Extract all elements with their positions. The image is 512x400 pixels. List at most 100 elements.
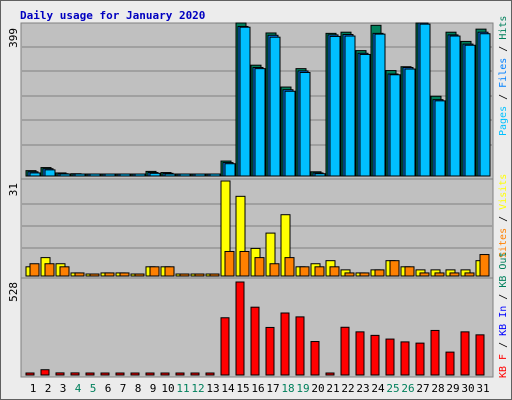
bar-kb-f-day-4 (70, 372, 80, 376)
bar-pages-day-1 (29, 172, 41, 177)
bar-pages-day-4 (74, 173, 86, 177)
bar-kb-f-day-3 (55, 372, 65, 376)
bar-kb-f-day-9 (145, 372, 155, 376)
bar-kb-f-day-11 (175, 372, 185, 376)
x-tick-label: 29 (446, 382, 459, 395)
bar-pages-day-28 (434, 100, 446, 177)
bar-sites-day-7 (119, 272, 130, 277)
bar-pages-day-15 (239, 26, 251, 177)
bar-pages-day-27 (419, 23, 431, 177)
bar-kb-f-day-2 (40, 369, 50, 376)
bar-pages-day-17 (269, 36, 281, 177)
bar-sites-day-20 (314, 266, 325, 277)
bar-sites-day-21 (329, 266, 340, 277)
bar-kb-f-day-29 (445, 351, 455, 376)
bar-sites-day-26 (404, 266, 415, 277)
bar-pages-day-30 (464, 44, 476, 177)
bar-kb-f-day-10 (160, 372, 170, 376)
bar-sites-day-18 (284, 257, 295, 277)
x-tick-label: 6 (105, 382, 112, 395)
bar-pages-day-13 (209, 173, 221, 177)
bar-sites-day-19 (299, 266, 310, 277)
bar-sites-day-17 (269, 263, 280, 277)
bar-sites-day-13 (209, 273, 220, 277)
bar-sites-day-23 (359, 272, 370, 277)
bar-sites-day-8 (134, 273, 145, 277)
legend-kb-f: KB F (498, 354, 509, 378)
x-tick-label: 18 (281, 382, 294, 395)
legend-sep: / (498, 210, 509, 228)
bar-pages-day-21 (329, 35, 341, 177)
x-tick-label: 30 (461, 382, 474, 395)
bar-pages-day-20 (314, 173, 326, 177)
bar-pages-day-10 (164, 173, 176, 177)
bar-kb-f-day-24 (370, 334, 380, 376)
bar-sites-day-31 (479, 254, 490, 277)
bottom-y-max-label: 528 (7, 282, 20, 302)
legend-hits: Hits (498, 16, 509, 40)
x-tick-label: 3 (60, 382, 67, 395)
x-tick-label: 2 (45, 382, 52, 395)
bar-sites-day-30 (464, 272, 475, 277)
legend-sep: / (498, 40, 509, 58)
x-tick-label: 24 (371, 382, 385, 395)
top-legend: Pages / Files / Hits (498, 16, 509, 136)
legend-files: Files (498, 58, 509, 88)
bar-pages-day-12 (194, 173, 206, 177)
x-tick-label: 10 (161, 382, 174, 395)
bar-sites-day-25 (389, 260, 400, 277)
legend-kb-in: KB In (498, 306, 509, 336)
bar-kb-f-day-1 (25, 372, 35, 376)
bar-sites-day-28 (434, 272, 445, 277)
bar-kb-f-day-22 (340, 326, 350, 376)
x-tick-label: 14 (221, 382, 235, 395)
bar-kb-f-day-15 (235, 281, 245, 376)
x-tick-label: 9 (150, 382, 157, 395)
legend-sep: / (498, 88, 509, 106)
x-axis-labels: 1 2 3 4 5 6 7 8 9 10 11 12 13 14 15 16 17 18 19 20 21 22 23 24 2… (30, 382, 490, 395)
legend-kb-out: KB Out (498, 252, 509, 288)
bar-pages-day-16 (254, 68, 266, 177)
x-tick-label: 31 (476, 382, 489, 395)
x-tick-label: 26 (401, 382, 414, 395)
bar-pages-day-23 (359, 53, 371, 177)
bar-sites-day-11 (179, 273, 190, 277)
bar-kb-f-day-16 (250, 306, 260, 376)
x-tick-label: 1 (30, 382, 37, 395)
bar-sites-day-22 (344, 272, 355, 277)
bottom-legend: KB F / KB In / KB Out (498, 252, 509, 378)
bar-kb-f-day-17 (265, 326, 275, 376)
legend-pages: Pages (498, 106, 509, 136)
bar-sites-day-29 (449, 272, 460, 277)
x-tick-label: 16 (251, 382, 264, 395)
bar-kb-f-day-13 (205, 372, 215, 376)
bar-kb-f-day-19 (295, 316, 305, 376)
bar-sites-day-24 (374, 269, 385, 277)
legend-sep: / (498, 288, 509, 306)
bar-pages-day-19 (299, 71, 311, 177)
legend-visits: Visits (498, 174, 509, 210)
bar-pages-day-18 (284, 90, 296, 177)
bar-kb-f-day-21 (325, 372, 335, 376)
x-tick-label: 20 (311, 382, 324, 395)
bar-kb-f-day-6 (100, 372, 110, 376)
bar-sites-day-2 (44, 263, 55, 277)
x-tick-label: 8 (135, 382, 142, 395)
bar-kb-f-day-25 (385, 338, 395, 376)
bar-kb-f-day-20 (310, 341, 320, 376)
bar-sites-day-14 (224, 250, 235, 277)
middle-y-max-label: 31 (7, 183, 20, 196)
bar-kb-f-day-26 (400, 341, 410, 376)
x-tick-label: 27 (416, 382, 429, 395)
bar-kb-f-day-5 (85, 372, 95, 376)
bar-sites-day-9 (149, 266, 160, 277)
bar-sites-day-1 (29, 263, 40, 277)
bar-pages-day-7 (119, 173, 131, 177)
bar-pages-day-6 (104, 173, 116, 177)
x-tick-label: 23 (356, 382, 369, 395)
bar-pages-day-25 (389, 74, 401, 177)
bar-kb-f-day-14 (220, 317, 230, 376)
bar-kb-f-day-12 (190, 372, 200, 376)
bar-sites-day-15 (239, 250, 250, 277)
